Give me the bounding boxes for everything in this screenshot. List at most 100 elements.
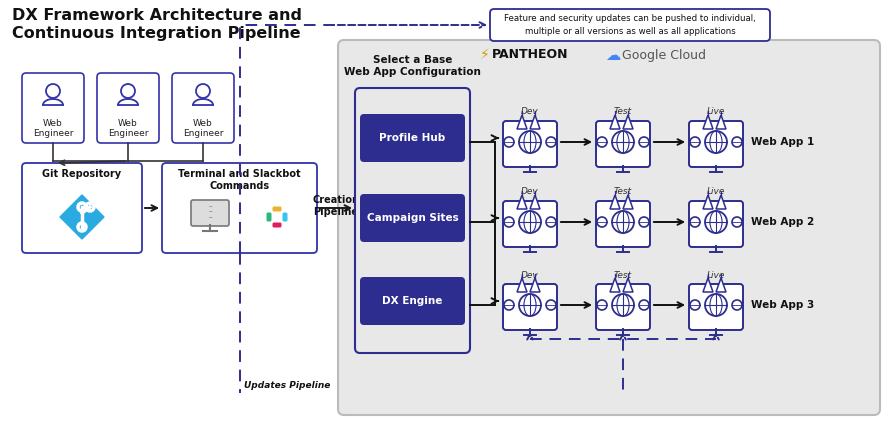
FancyBboxPatch shape <box>360 114 465 162</box>
Text: DX Framework Architecture and
Continuous Integration Pipeline: DX Framework Architecture and Continuous… <box>12 8 302 41</box>
Text: Web App 3: Web App 3 <box>751 300 814 310</box>
Polygon shape <box>703 278 713 292</box>
Circle shape <box>732 137 742 147</box>
Polygon shape <box>623 195 633 209</box>
FancyBboxPatch shape <box>22 163 142 253</box>
Circle shape <box>705 131 727 153</box>
Polygon shape <box>530 278 540 292</box>
FancyBboxPatch shape <box>272 207 281 211</box>
FancyBboxPatch shape <box>360 277 465 325</box>
Text: Live: Live <box>707 271 725 279</box>
Text: Web App 1: Web App 1 <box>751 137 814 147</box>
Circle shape <box>732 300 742 310</box>
Text: Git Repository: Git Repository <box>43 169 122 179</box>
Polygon shape <box>623 115 633 129</box>
Circle shape <box>597 137 607 147</box>
Text: ⚡: ⚡ <box>481 48 490 62</box>
Circle shape <box>504 217 514 227</box>
Text: Test: Test <box>614 107 632 116</box>
Circle shape <box>705 294 727 316</box>
FancyBboxPatch shape <box>338 40 880 415</box>
Circle shape <box>612 131 634 153</box>
Text: ─
─
─: ─ ─ ─ <box>208 205 212 221</box>
FancyBboxPatch shape <box>22 73 84 143</box>
Text: Google Cloud: Google Cloud <box>622 48 706 61</box>
Circle shape <box>546 217 556 227</box>
Text: Updates Pipeline: Updates Pipeline <box>244 381 330 390</box>
Circle shape <box>690 300 700 310</box>
FancyBboxPatch shape <box>272 223 281 227</box>
Polygon shape <box>530 115 540 129</box>
Circle shape <box>504 137 514 147</box>
Text: Web
Engineer: Web Engineer <box>33 119 73 138</box>
Polygon shape <box>703 195 713 209</box>
Text: Terminal and Slackbot
Commands: Terminal and Slackbot Commands <box>178 169 301 191</box>
Circle shape <box>690 137 700 147</box>
Text: Test: Test <box>614 271 632 279</box>
Text: Web App 2: Web App 2 <box>751 217 814 227</box>
Circle shape <box>546 300 556 310</box>
Text: ☁: ☁ <box>604 48 620 62</box>
Circle shape <box>690 217 700 227</box>
Polygon shape <box>530 195 540 209</box>
Circle shape <box>705 211 727 233</box>
FancyBboxPatch shape <box>503 284 557 330</box>
Text: Campaign Sites: Campaign Sites <box>367 213 458 223</box>
FancyBboxPatch shape <box>596 284 650 330</box>
Circle shape <box>612 294 634 316</box>
FancyBboxPatch shape <box>266 213 271 222</box>
FancyBboxPatch shape <box>97 73 159 143</box>
Text: DX Engine: DX Engine <box>383 296 442 306</box>
FancyBboxPatch shape <box>355 88 470 353</box>
Circle shape <box>546 137 556 147</box>
Polygon shape <box>716 195 726 209</box>
FancyBboxPatch shape <box>596 201 650 247</box>
FancyBboxPatch shape <box>172 73 234 143</box>
Polygon shape <box>517 115 527 129</box>
Polygon shape <box>610 115 620 129</box>
FancyBboxPatch shape <box>503 201 557 247</box>
Polygon shape <box>610 278 620 292</box>
Polygon shape <box>716 115 726 129</box>
Circle shape <box>519 294 541 316</box>
Circle shape <box>612 211 634 233</box>
Polygon shape <box>716 278 726 292</box>
Circle shape <box>504 300 514 310</box>
Text: Creation
Pipeline: Creation Pipeline <box>312 195 360 217</box>
FancyBboxPatch shape <box>162 163 317 253</box>
Circle shape <box>639 217 649 227</box>
FancyBboxPatch shape <box>503 121 557 167</box>
Text: Web
Engineer: Web Engineer <box>182 119 223 138</box>
Polygon shape <box>623 278 633 292</box>
Text: Live: Live <box>707 187 725 197</box>
Circle shape <box>597 300 607 310</box>
Text: Live: Live <box>707 107 725 116</box>
Circle shape <box>639 137 649 147</box>
FancyBboxPatch shape <box>490 9 770 41</box>
Circle shape <box>639 300 649 310</box>
FancyBboxPatch shape <box>282 213 287 222</box>
Polygon shape <box>610 195 620 209</box>
Text: PANTHEON: PANTHEON <box>492 48 569 61</box>
Circle shape <box>519 131 541 153</box>
Circle shape <box>519 211 541 233</box>
Text: Feature and security updates can be pushed to individual,
multiple or all versio: Feature and security updates can be push… <box>504 14 756 36</box>
Text: Dev: Dev <box>522 187 538 197</box>
FancyBboxPatch shape <box>191 200 229 226</box>
Text: Select a Base
Web App Configuration: Select a Base Web App Configuration <box>344 55 481 77</box>
Text: Web
Engineer: Web Engineer <box>108 119 149 138</box>
Polygon shape <box>517 195 527 209</box>
Circle shape <box>597 217 607 227</box>
Text: Code Submits: Code Submits <box>56 164 114 173</box>
FancyBboxPatch shape <box>360 194 465 242</box>
Text: Test: Test <box>614 187 632 197</box>
FancyBboxPatch shape <box>689 284 743 330</box>
FancyBboxPatch shape <box>689 201 743 247</box>
Circle shape <box>732 217 742 227</box>
FancyBboxPatch shape <box>689 121 743 167</box>
Text: Profile Hub: Profile Hub <box>379 133 446 143</box>
FancyBboxPatch shape <box>596 121 650 167</box>
Text: Dev: Dev <box>522 107 538 116</box>
Polygon shape <box>517 278 527 292</box>
Polygon shape <box>703 115 713 129</box>
